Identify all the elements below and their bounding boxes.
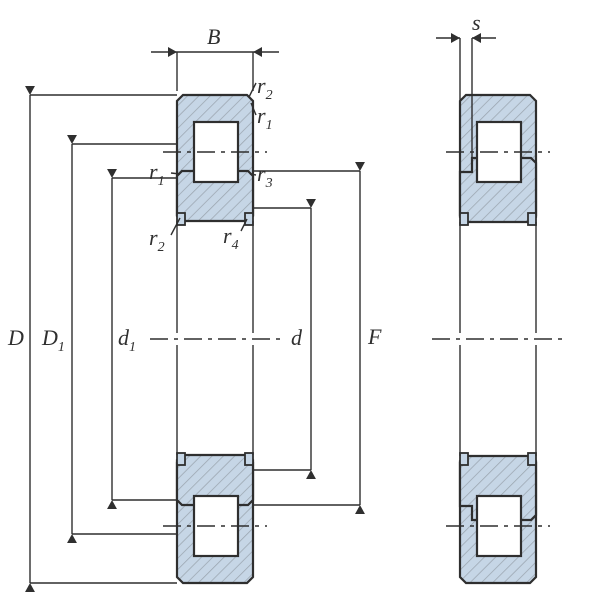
svg-text:B: B <box>207 24 220 49</box>
svg-text:d: d <box>291 325 303 350</box>
svg-text:s: s <box>472 10 481 35</box>
svg-text:D: D <box>7 325 24 350</box>
svg-text:F: F <box>367 324 382 349</box>
